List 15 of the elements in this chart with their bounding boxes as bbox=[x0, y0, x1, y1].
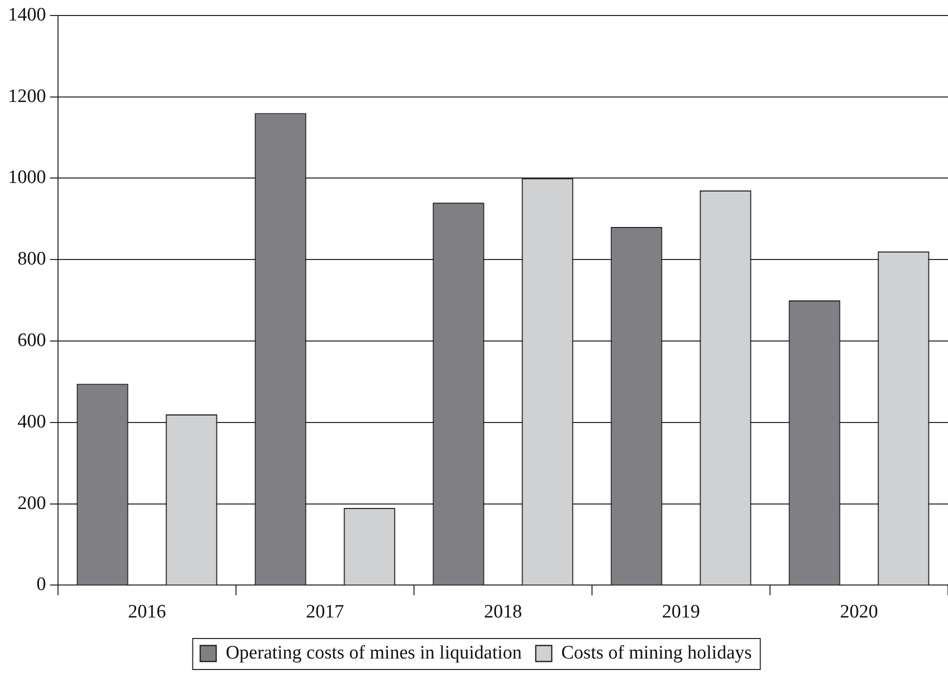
y-tick-label: 200 bbox=[18, 492, 46, 514]
y-tick-label: 1400 bbox=[8, 4, 46, 26]
y-tick-label: 1200 bbox=[8, 86, 46, 107]
legend-label: Operating costs of mines in liquidation bbox=[226, 642, 522, 664]
x-tick-label: 2018 bbox=[484, 602, 522, 623]
x-tick-label: 2019 bbox=[662, 602, 700, 623]
y-tick-label: 400 bbox=[18, 411, 46, 432]
x-tick-label: 2016 bbox=[128, 602, 166, 623]
y-tick-label: 1000 bbox=[8, 167, 46, 188]
legend-label: Costs of mining holidays bbox=[561, 642, 752, 664]
x-tick-label: 2020 bbox=[840, 602, 878, 623]
x-tick-label: 2017 bbox=[306, 602, 344, 623]
y-tick-label: 800 bbox=[18, 248, 46, 270]
y-tick-label: 0 bbox=[36, 574, 46, 596]
y-tick-label: 600 bbox=[18, 330, 46, 351]
